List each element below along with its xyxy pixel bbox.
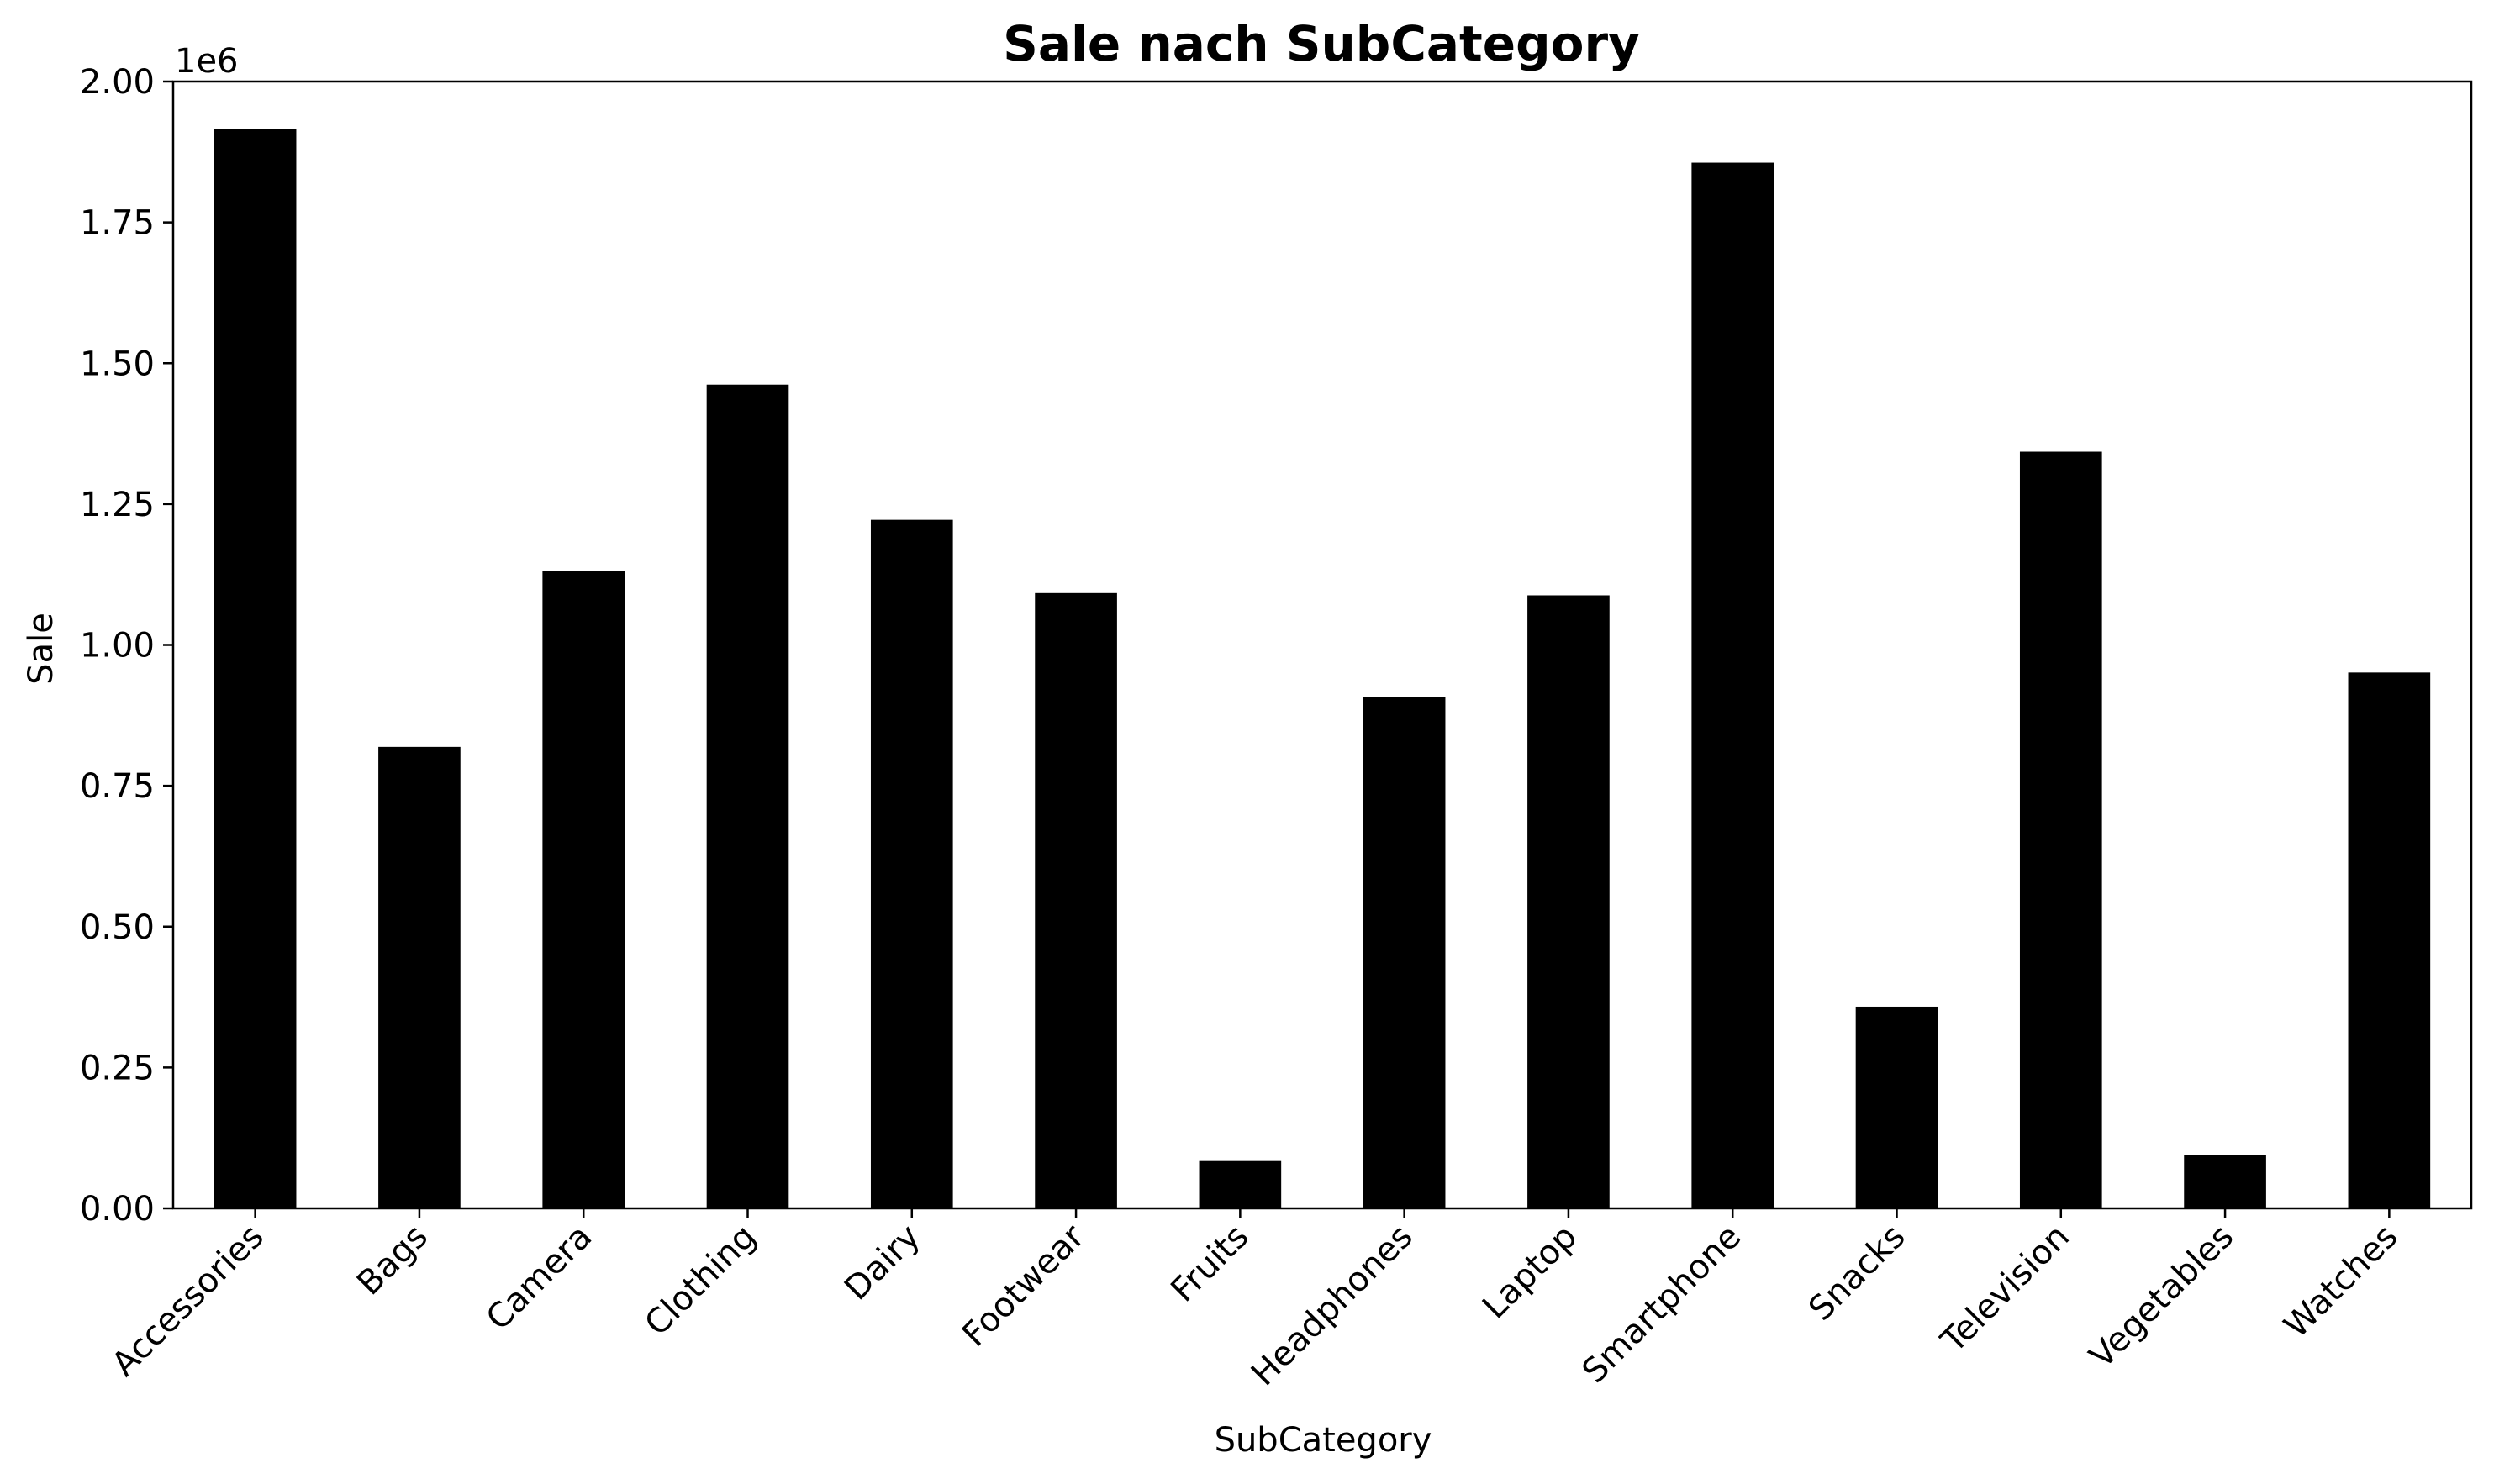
x-tick-label-fruits: Fruits — [1163, 1218, 1256, 1310]
x-tick-label-dairy: Dairy — [837, 1218, 928, 1308]
bars-group — [214, 129, 2431, 1209]
x-tick-label-headphones: Headphones — [1244, 1218, 1421, 1394]
y-axis: 0.00 0.25 0.50 0.75 1.00 1.25 1.50 1.75 2.00 — [80, 63, 173, 1229]
x-tick-label-bags: Bags — [350, 1218, 435, 1303]
bar-camera — [542, 570, 625, 1208]
bar-fruits — [1199, 1160, 1282, 1208]
chart-title: Sale nach SubCategory — [1003, 15, 1640, 72]
y-tick-label: 0.00 — [80, 1190, 155, 1229]
bar-accessories — [214, 129, 297, 1209]
bar-vegetables — [2184, 1155, 2266, 1208]
y-tick-label: 1.75 — [80, 204, 155, 243]
y-tick-label: 0.75 — [80, 767, 155, 806]
x-tick-label-camera: Camera — [479, 1218, 600, 1339]
y-tick-label: 1.00 — [80, 627, 155, 666]
x-tick-label-smartphone: Smartphone — [1575, 1218, 1749, 1392]
y-axis-label: Sale — [22, 613, 61, 685]
x-tick-label-vegetables: Vegetables — [2082, 1218, 2241, 1376]
x-tick-label-clothing: Clothing — [637, 1218, 763, 1344]
x-tick-label-snacks: Snacks — [1801, 1218, 1912, 1329]
y-tick-label: 1.50 — [80, 345, 155, 383]
x-tick-label-laptop: Laptop — [1475, 1218, 1584, 1327]
bar-headphones — [1363, 697, 1446, 1208]
y-tick-label: 0.50 — [80, 908, 155, 947]
bar-dairy — [870, 519, 953, 1208]
y-tick-label: 2.00 — [80, 63, 155, 102]
bar-television — [2019, 451, 2102, 1208]
bar-smartphone — [1691, 162, 1774, 1208]
bar-snacks — [1855, 1006, 1938, 1208]
x-axis: Accessories Bags Camera Clothing Dairy Footwe… — [104, 1208, 2405, 1393]
plot-frame — [171, 80, 2473, 1210]
bar-footwear — [1035, 592, 1117, 1208]
bar-laptop — [1527, 595, 1610, 1208]
bar-bags — [378, 746, 461, 1208]
x-tick-label-accessories: Accessories — [104, 1218, 271, 1384]
x-axis-label: SubCategory — [1215, 1421, 1432, 1460]
x-tick-label-footwear: Footwear — [955, 1217, 1092, 1354]
x-tick-label-watches: Watches — [2277, 1218, 2406, 1346]
x-tick-label-television: Television — [1933, 1218, 2077, 1361]
bar-clothing — [706, 384, 789, 1208]
y-offset-label: 1e6 — [175, 42, 239, 81]
bar-watches — [2348, 672, 2431, 1208]
y-tick-label: 0.25 — [80, 1049, 155, 1087]
y-tick-label: 1.25 — [80, 486, 155, 524]
